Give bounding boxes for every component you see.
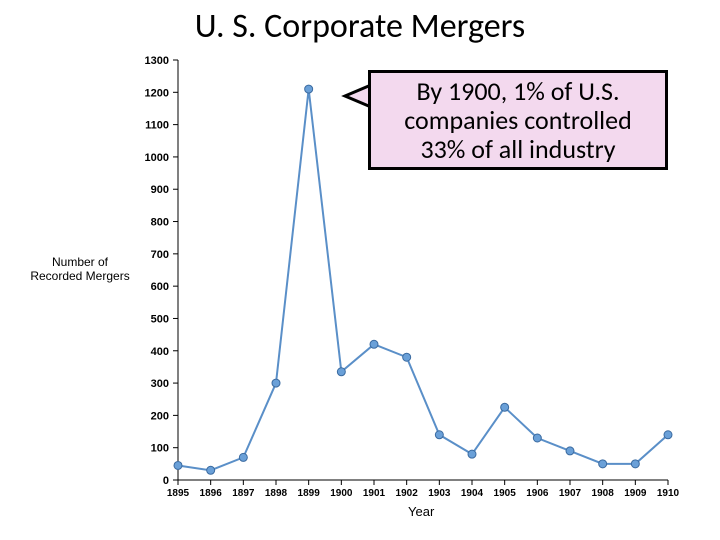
x-tick-label: 1907 <box>559 488 582 499</box>
y-tick-label: 700 <box>151 249 169 261</box>
data-marker <box>207 466 215 474</box>
y-tick-label: 600 <box>151 281 169 293</box>
x-tick-label: 1900 <box>330 488 353 499</box>
data-marker <box>631 460 639 468</box>
data-marker <box>599 460 607 468</box>
data-marker <box>337 368 345 376</box>
y-tick-label: 1200 <box>145 87 169 99</box>
x-tick-label: 1904 <box>461 488 484 499</box>
x-tick-label: 1901 <box>363 488 386 499</box>
x-tick-label: 1905 <box>494 488 517 499</box>
data-marker <box>533 434 541 442</box>
data-marker <box>435 431 443 439</box>
y-tick-label: 500 <box>151 313 169 325</box>
x-tick-label: 1898 <box>265 488 288 499</box>
x-tick-label: 1908 <box>592 488 615 499</box>
y-tick-label: 100 <box>151 443 169 455</box>
data-marker <box>403 353 411 361</box>
data-marker <box>239 453 247 461</box>
callout-line3: 33% of all industry <box>379 135 657 164</box>
y-tick-label: 1100 <box>145 120 169 132</box>
y-tick-label: 0 <box>163 475 169 487</box>
data-marker <box>174 461 182 469</box>
y-tick-label: 300 <box>151 378 169 390</box>
y-tick-label: 900 <box>151 184 169 196</box>
data-marker <box>370 340 378 348</box>
callout-box: By 1900, 1% of U.S. companies controlled… <box>368 70 668 170</box>
data-marker <box>305 85 313 93</box>
callout-line1: By 1900, 1% of U.S. <box>379 77 657 106</box>
x-tick-label: 1909 <box>624 488 647 499</box>
x-tick-label: 1906 <box>526 488 549 499</box>
x-tick-label: 1895 <box>167 488 190 499</box>
x-tick-label: 1903 <box>428 488 451 499</box>
data-marker <box>664 431 672 439</box>
y-tick-label: 400 <box>151 346 169 358</box>
callout-line2: companies controlled <box>379 106 657 135</box>
x-tick-label: 1897 <box>232 488 255 499</box>
y-tick-label: 800 <box>151 217 169 229</box>
x-tick-label: 1902 <box>396 488 419 499</box>
data-marker <box>272 379 280 387</box>
y-tick-label: 1300 <box>145 55 169 67</box>
y-tick-label: 1000 <box>145 152 169 164</box>
y-tick-label: 200 <box>151 410 169 422</box>
x-tick-label: 1899 <box>298 488 321 499</box>
data-marker <box>468 450 476 458</box>
x-tick-label: 1896 <box>200 488 223 499</box>
data-marker <box>566 447 574 455</box>
data-marker <box>501 403 509 411</box>
x-tick-label: 1910 <box>657 488 680 499</box>
